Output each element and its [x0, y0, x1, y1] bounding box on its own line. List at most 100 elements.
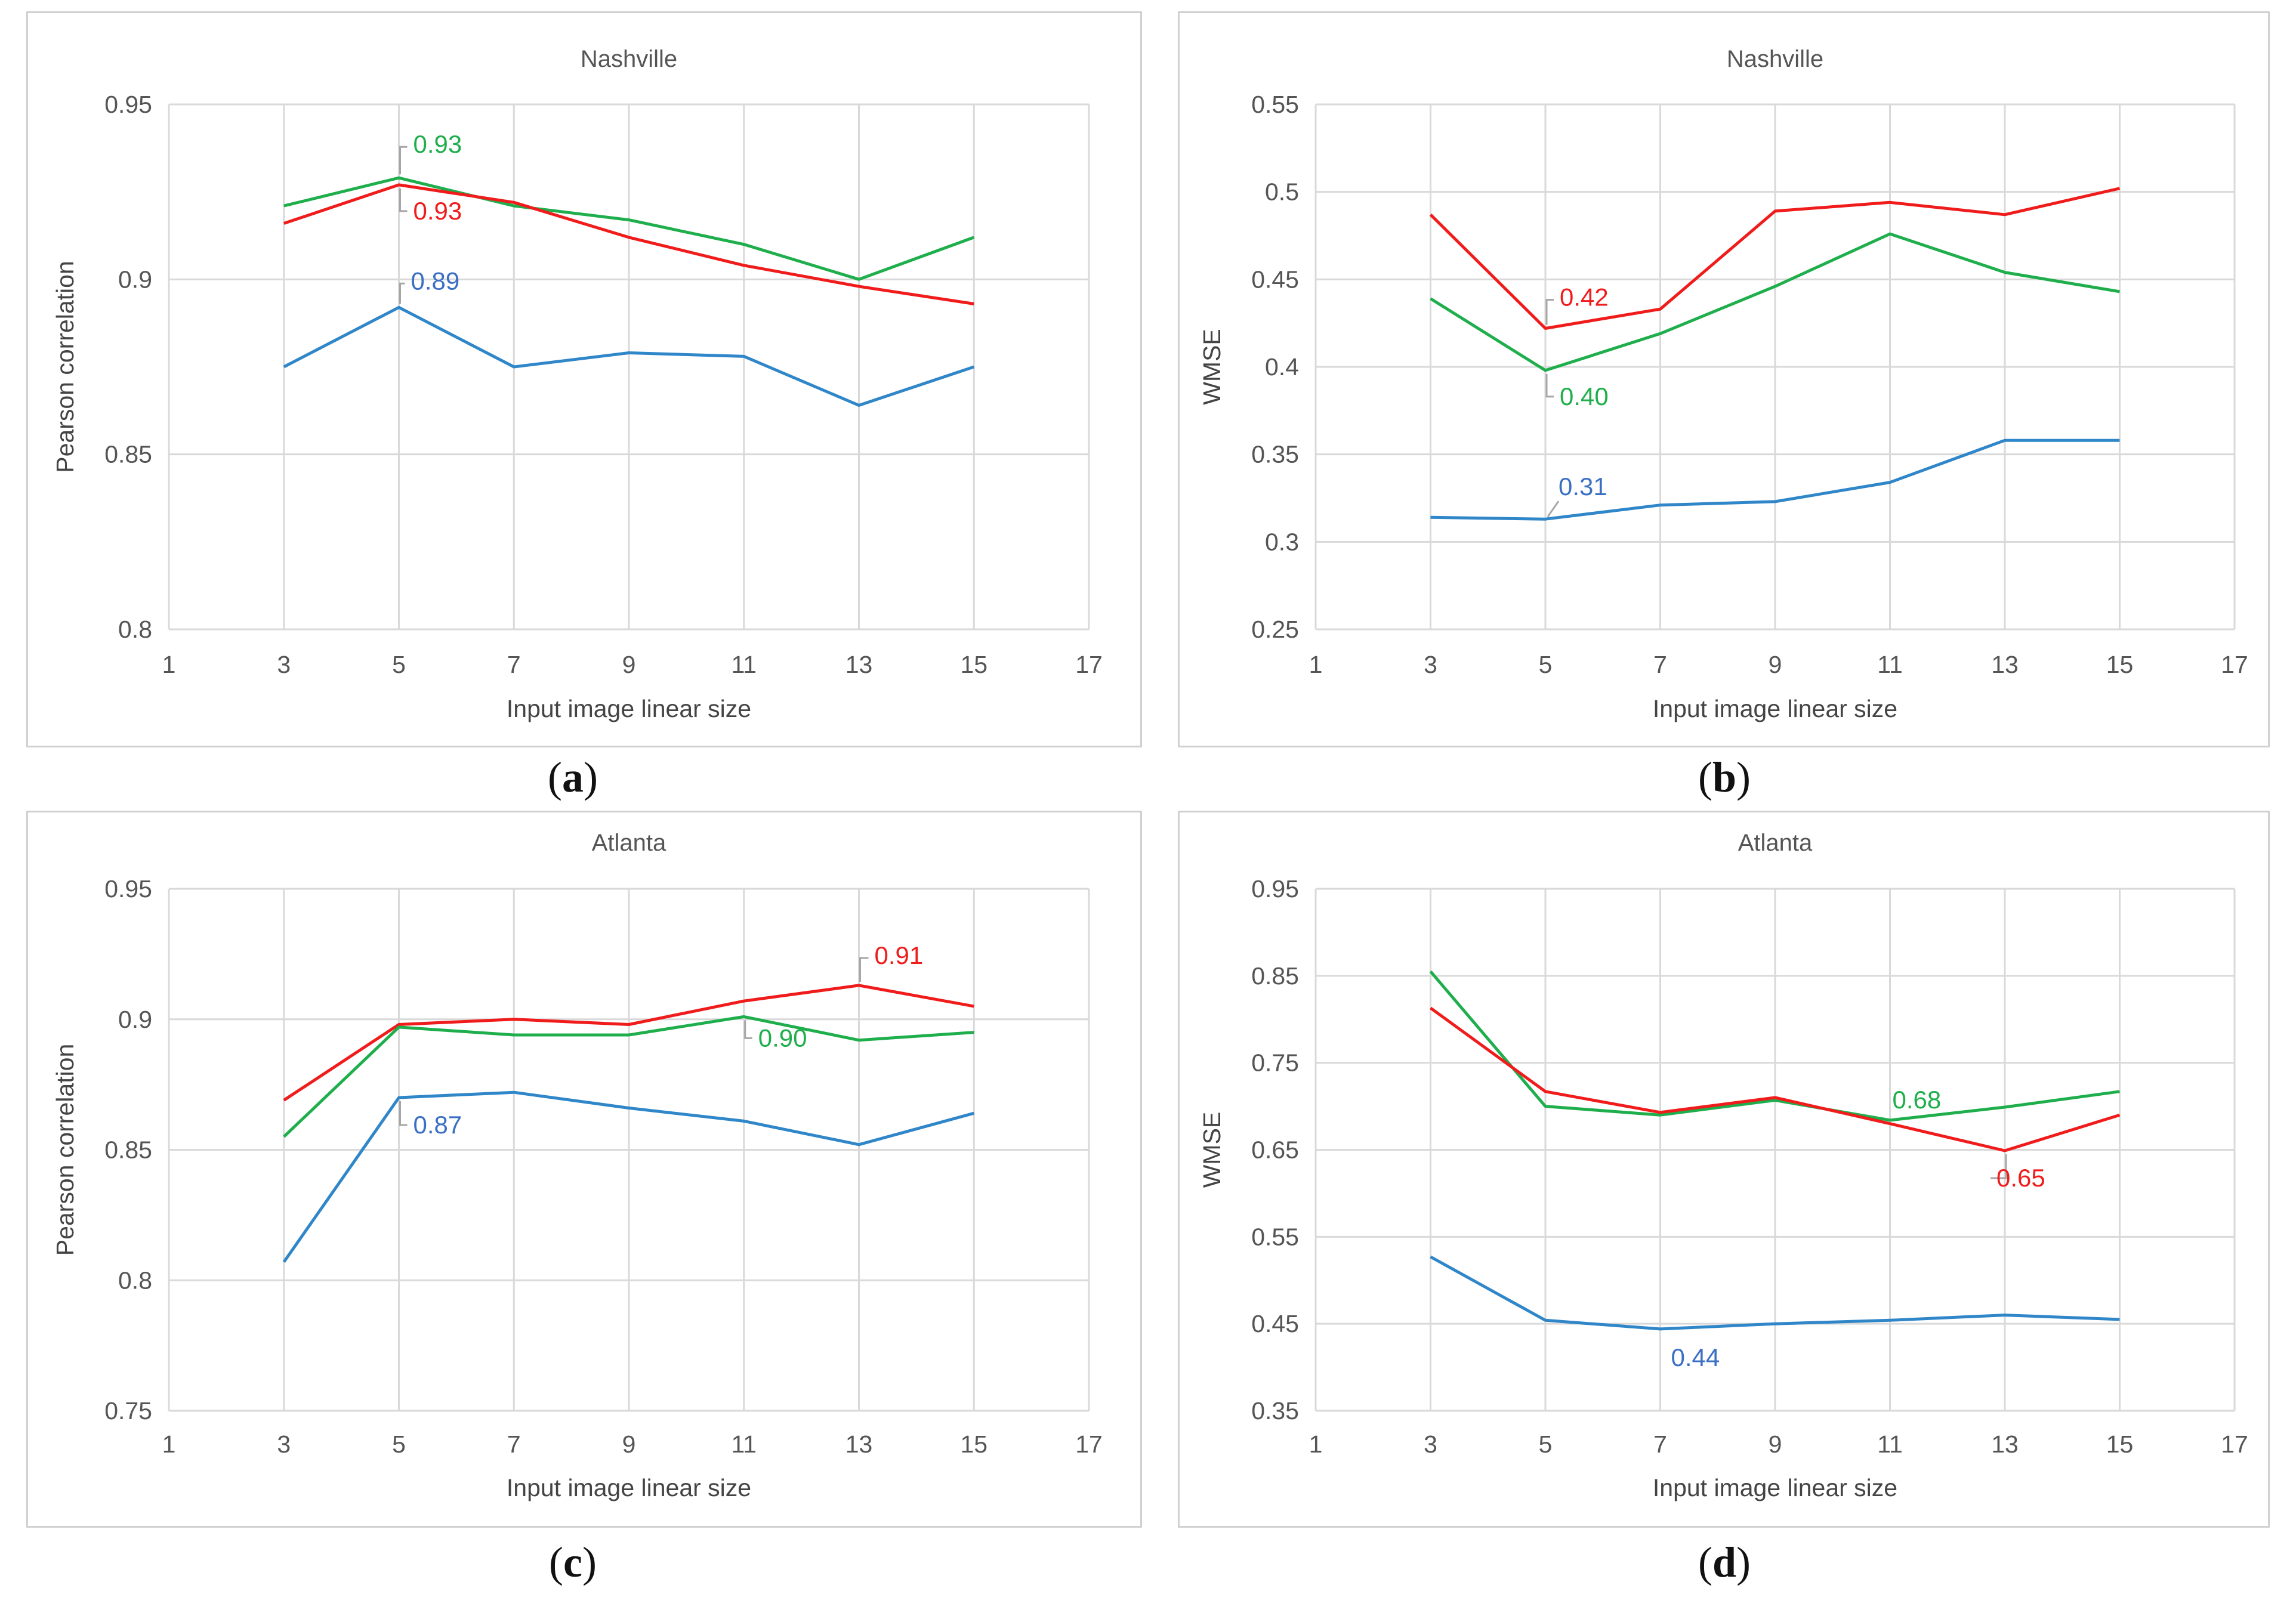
chart-panel-a: 0.8 0.85 0.9 0.95 1 3 5 7 9 11 13 15 17 Nashville Inpu… [26, 11, 1142, 747]
label-leader [1545, 298, 1554, 325]
x-axis-label: Input image linear size [1653, 695, 1897, 722]
chart-panel-c: 0.75 0.8 0.85 0.9 0.95 1 3 5 7 9 11 13 15 17 Atlanta In… [26, 811, 1142, 1528]
x-tick-label: 11 [731, 1430, 757, 1458]
data-label-red: 0.42 [1560, 283, 1609, 311]
x-tick-label: 15 [960, 651, 987, 678]
label-leader [399, 1101, 408, 1126]
y-tick-label: 0.85 [1251, 962, 1299, 990]
x-tick-label: 1 [1309, 651, 1323, 678]
x-tick-label: 7 [1653, 1430, 1667, 1458]
chart-title: Atlanta [1738, 830, 1813, 856]
series-line-red [1430, 1006, 2121, 1152]
y-tick-label: 0.75 [1251, 1049, 1299, 1077]
x-tick-label: 9 [1769, 651, 1782, 678]
chart-c-svg: 0.750.80.850.90.951 3 5 7 9 11 13 15 17AtlantaIn… [26, 811, 1142, 1528]
chart-title: Nashville [581, 46, 677, 72]
x-tick-label: 11 [731, 651, 757, 678]
chart-title: Nashville [1727, 46, 1823, 72]
x-axis-label: Input image linear size [1653, 1474, 1897, 1501]
caption-d-letter: d [1712, 1538, 1737, 1586]
y-tick-label: 0.95 [104, 875, 152, 903]
label-leader [1991, 1154, 2007, 1179]
chart-b-svg: 0.250.30.350.40.450.50.551 3 5 7 9 11 13 15 17Na… [1178, 11, 2270, 747]
caption-c: (c) [549, 1538, 597, 1586]
y-tick-label: 0.8 [118, 1266, 152, 1294]
y-tick-label: 0.35 [1251, 441, 1299, 468]
data-label-red: 0.93 [413, 197, 462, 225]
y-axis-label: Pearson correlation [51, 1044, 79, 1256]
x-tick-label: 5 [392, 1430, 406, 1458]
y-tick-label: 0.8 [118, 616, 152, 643]
x-tick-label: 1 [162, 1430, 176, 1458]
x-tick-label: 15 [2106, 1430, 2134, 1458]
y-tick-label: 0.45 [1251, 1310, 1299, 1337]
label-leader [399, 146, 408, 175]
x-tick-label: 3 [1424, 1430, 1437, 1458]
x-tick-label: 11 [1877, 1430, 1903, 1458]
label-leader [859, 957, 869, 982]
caption-b: (b) [1698, 753, 1751, 801]
y-tick-label: 0.55 [1251, 91, 1299, 118]
y-tick-label: 0.85 [104, 1136, 152, 1164]
x-tick-label: 3 [277, 651, 291, 678]
x-tick-label: 13 [845, 1430, 873, 1458]
y-tick-label: 0.85 [104, 441, 152, 468]
chart-title: Atlanta [592, 830, 666, 856]
data-label-green: 0.68 [1893, 1086, 1942, 1114]
label-leader [399, 282, 405, 304]
label-leader [1545, 373, 1554, 398]
label-leader [1547, 500, 1560, 518]
x-tick-label: 15 [2106, 651, 2134, 678]
label-leader [744, 1020, 752, 1039]
y-tick-label: 0.35 [1251, 1397, 1299, 1424]
series-line-green [283, 176, 975, 281]
chart-frame [1178, 811, 2270, 1528]
data-label-green: 0.93 [413, 130, 462, 158]
x-tick-label: 13 [845, 651, 873, 678]
data-label-blue: 0.44 [1671, 1343, 1720, 1371]
x-tick-label: 17 [2221, 1430, 2248, 1458]
chart-frame [26, 11, 1142, 747]
data-label-red: 0.91 [875, 941, 924, 969]
series-line-green [1430, 232, 2120, 372]
x-tick-label: 5 [1539, 1430, 1553, 1458]
x-tick-label: 1 [162, 651, 176, 678]
caption-b-letter: b [1712, 753, 1737, 801]
y-tick-label: 0.95 [104, 91, 152, 118]
y-tick-label: 0.65 [1251, 1136, 1299, 1164]
x-tick-label: 17 [1075, 651, 1103, 678]
chart-frame [26, 811, 1142, 1528]
chart-frame [1178, 11, 2270, 747]
data-label-blue: 0.31 [1559, 472, 1607, 500]
x-tick-label: 13 [1991, 651, 2019, 678]
y-tick-label: 0.25 [1251, 616, 1299, 643]
x-tick-label: 9 [622, 651, 636, 678]
y-axis-label: Pearson correlation [51, 261, 79, 473]
y-axis-label: WMSE [1198, 1112, 1226, 1188]
x-tick-label: 1 [1309, 1430, 1323, 1458]
series-line-red [283, 984, 974, 1102]
caption-d: (d) [1698, 1538, 1751, 1586]
x-tick-label: 3 [1424, 651, 1437, 678]
data-label-blue: 0.87 [413, 1111, 462, 1139]
caption-a-letter: a [562, 753, 584, 801]
data-label-green: 0.90 [758, 1024, 807, 1052]
series-line-blue [1430, 438, 2120, 521]
caption-a: (a) [548, 753, 598, 801]
x-tick-label: 7 [507, 651, 521, 678]
caption-c-letter: c [563, 1538, 582, 1586]
x-tick-label: 17 [1075, 1430, 1103, 1458]
series-line-blue [282, 1090, 974, 1263]
y-tick-label: 0.45 [1251, 265, 1299, 293]
x-tick-label: 9 [1769, 1430, 1782, 1458]
x-tick-label: 17 [2221, 651, 2248, 678]
x-tick-label: 5 [1539, 651, 1553, 678]
x-tick-label: 5 [392, 651, 406, 678]
chart-panel-d: 0.35 0.45 0.55 0.65 0.75 0.85 0.95 1 3 5 7 9 11 13 15 1… [1178, 811, 2270, 1528]
y-axis-label: WMSE [1198, 329, 1226, 405]
y-tick-label: 0.9 [118, 1006, 152, 1033]
chart-a-svg: 0.80.850.90.951 3 5 7 9 11 13 15 17NashvilleInpu… [26, 11, 1142, 747]
x-tick-label: 3 [277, 1430, 291, 1458]
y-tick-label: 0.55 [1251, 1223, 1299, 1250]
x-axis-label: Input image linear size [507, 695, 751, 722]
